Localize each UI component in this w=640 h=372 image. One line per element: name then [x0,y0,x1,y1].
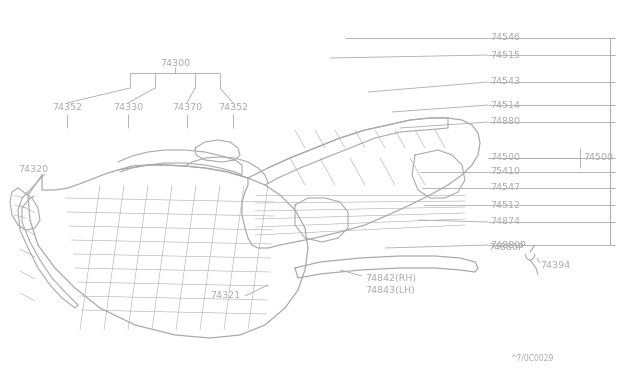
Text: 74843(LH): 74843(LH) [365,285,415,295]
Text: 74394: 74394 [540,260,570,269]
Text: 74300: 74300 [160,58,190,67]
Text: 74512: 74512 [490,201,520,209]
Text: 74514: 74514 [490,100,520,109]
Text: 74880P: 74880P [490,241,525,250]
Text: ^7/0C0029: ^7/0C0029 [510,353,554,362]
Text: 74546: 74546 [490,33,520,42]
Text: 74330: 74330 [113,103,143,112]
Text: 74370: 74370 [172,103,202,112]
Text: 74842(RH): 74842(RH) [365,273,416,282]
Text: 74874: 74874 [490,218,520,227]
Text: 74515: 74515 [490,51,520,60]
Text: 74880: 74880 [490,118,520,126]
Text: 74543: 74543 [490,77,520,87]
Text: 74320: 74320 [18,166,48,174]
Text: 74547: 74547 [490,183,520,192]
Text: 74352: 74352 [218,103,248,112]
Text: 74321: 74321 [210,292,240,301]
Text: 74500: 74500 [583,154,613,163]
Text: 74352: 74352 [52,103,82,112]
Text: 74880P: 74880P [488,244,524,253]
Text: 75410: 75410 [490,167,520,176]
Text: 74500: 74500 [490,154,520,163]
